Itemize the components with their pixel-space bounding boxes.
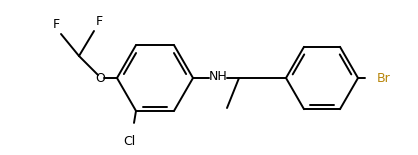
Text: Br: Br <box>377 71 391 84</box>
Text: O: O <box>95 71 105 84</box>
Text: F: F <box>52 18 59 31</box>
Text: Cl: Cl <box>123 135 135 148</box>
Text: NH: NH <box>209 71 227 84</box>
Text: F: F <box>95 15 102 28</box>
